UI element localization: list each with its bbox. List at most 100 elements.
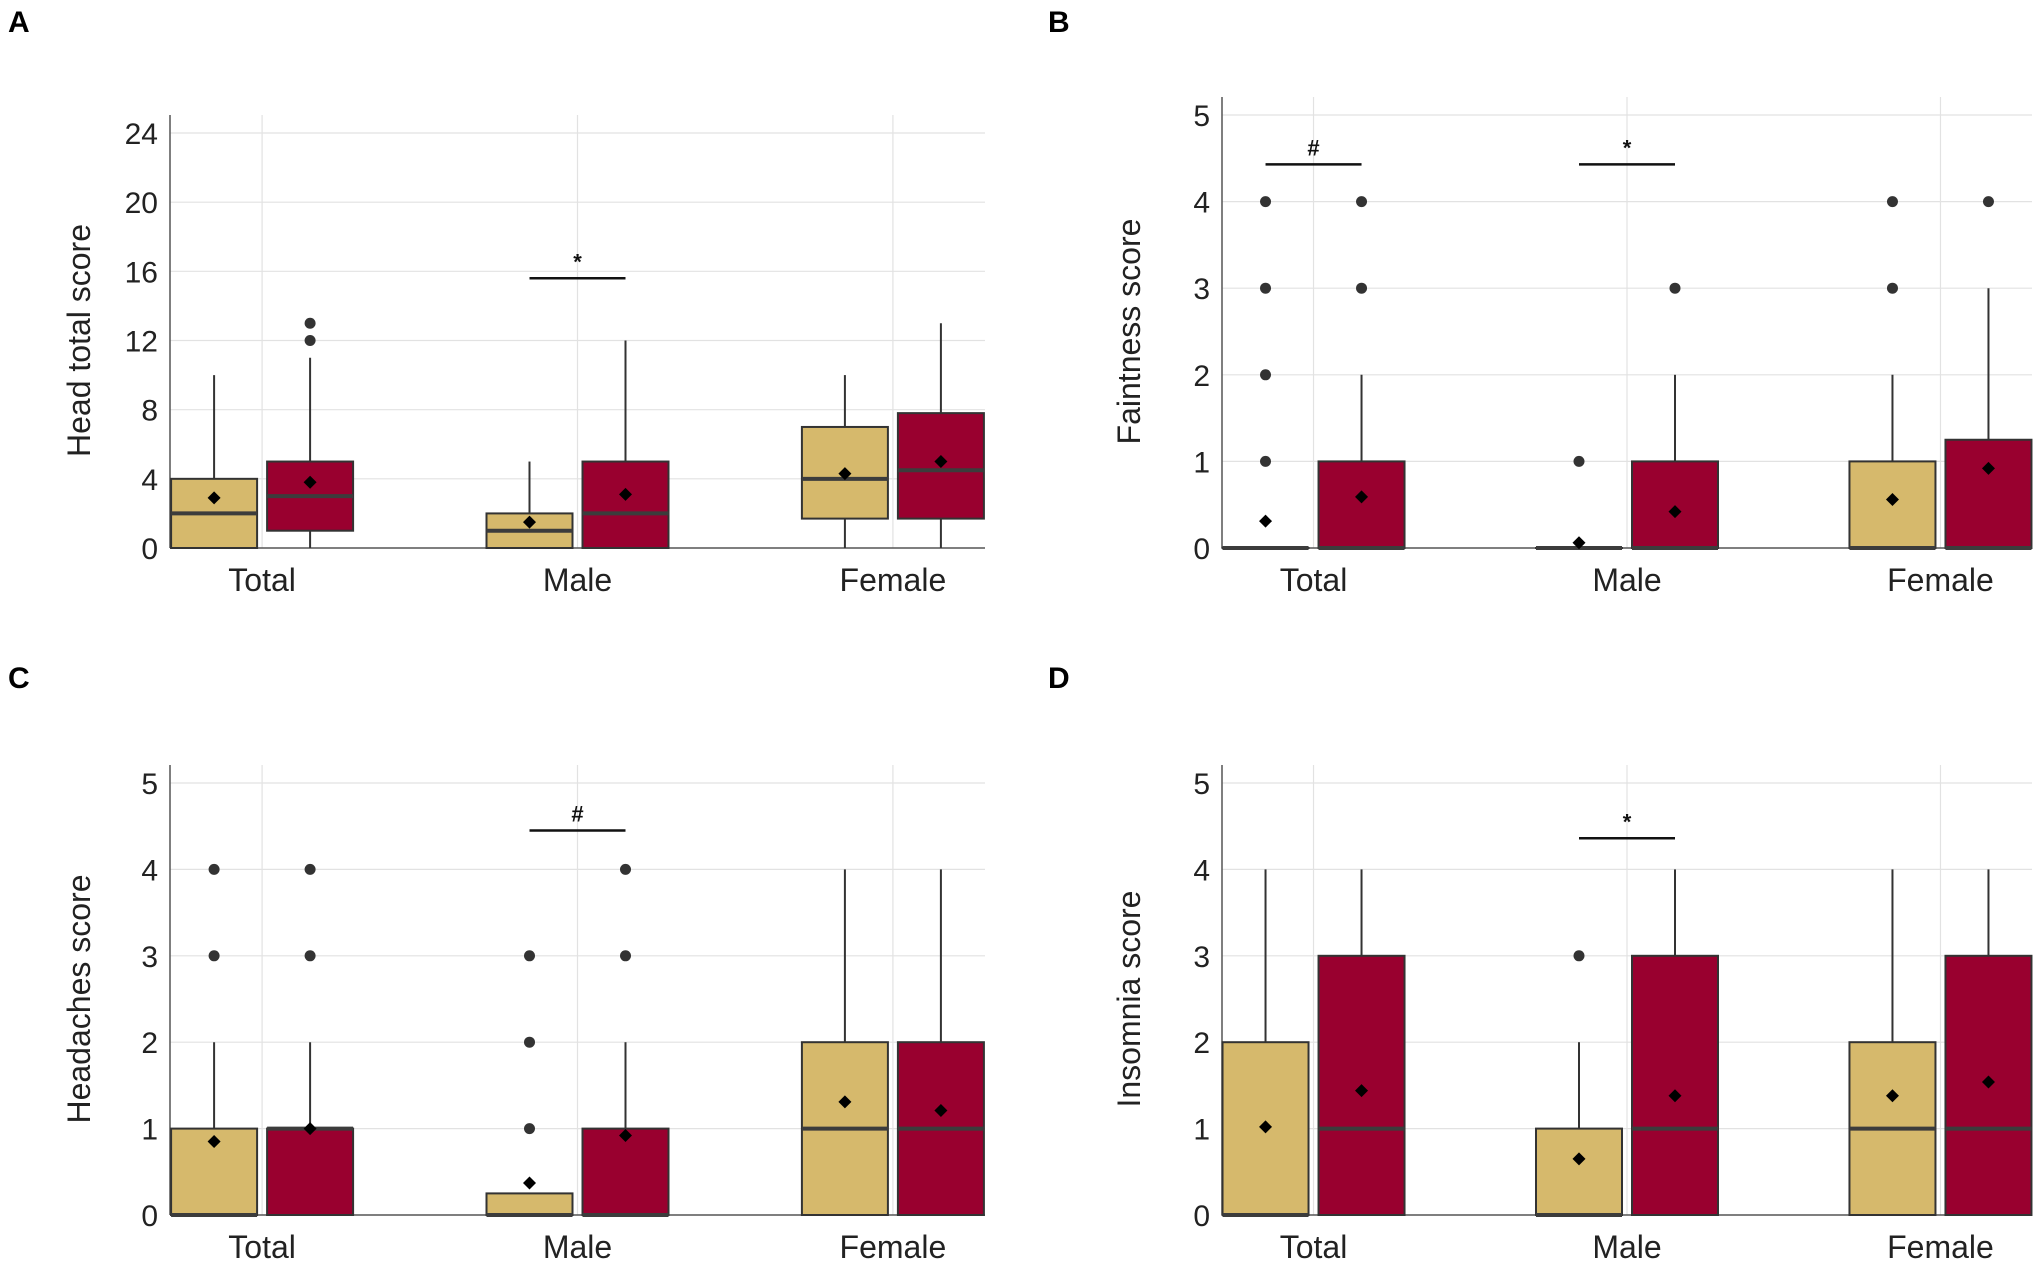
mean-marker <box>1572 1152 1586 1166</box>
box-male-group1 <box>1535 455 1623 550</box>
outlier-point <box>1260 455 1272 467</box>
y-tick-label: 20 <box>125 187 158 220</box>
box-female-group2 <box>1944 869 2033 1216</box>
outlier-point <box>208 863 220 875</box>
outlier-point <box>524 950 535 962</box>
box-body <box>1535 1127 1623 1216</box>
mean-marker <box>207 1135 221 1149</box>
y-tick-label: 0 <box>141 1200 158 1233</box>
y-tick-label: 4 <box>141 854 158 887</box>
outlier-point <box>1260 369 1272 381</box>
y-tick-label: 1 <box>1193 1114 1210 1147</box>
outlier-point <box>1260 196 1272 208</box>
box-male-group2 <box>1631 869 1719 1216</box>
box-total-group1 <box>170 863 259 1217</box>
y-tick-label: 16 <box>125 256 158 289</box>
mean-marker <box>1259 514 1273 528</box>
y-tick-label: 4 <box>1193 854 1210 887</box>
panel-letter-c: C <box>8 662 30 695</box>
significance-marker: # <box>571 802 583 827</box>
mean-marker <box>523 1176 536 1190</box>
box-female-group1 <box>800 375 889 548</box>
mean-marker <box>838 467 852 481</box>
y-tick-label: 0 <box>1193 1200 1210 1233</box>
box-body <box>1221 1041 1310 1216</box>
significance-marker: # <box>1307 135 1319 160</box>
x-tick-label-female: Female <box>840 1229 947 1265</box>
x-tick-label-total: Total <box>228 562 296 598</box>
box-female-group1 <box>800 869 889 1216</box>
outlier-point <box>304 863 316 875</box>
y-axis-title: Faintness score <box>1111 219 1147 445</box>
box-male-group2 <box>581 340 670 549</box>
x-tick-label-female: Female <box>1887 562 1994 598</box>
x-tick-label-male: Male <box>1592 1229 1661 1265</box>
mean-marker <box>934 455 948 469</box>
x-tick-label-total: Total <box>1280 1229 1348 1265</box>
mean-marker <box>838 1095 852 1109</box>
outlier-point <box>1886 282 1898 294</box>
outlier-point <box>1356 282 1368 294</box>
y-tick-label: 0 <box>141 533 158 566</box>
y-axis-title: Head total score <box>61 224 97 457</box>
y-tick-label: 2 <box>1193 1027 1210 1060</box>
mean-marker <box>1981 1075 1995 1089</box>
outlier-point <box>1260 282 1272 294</box>
x-tick-label-total: Total <box>228 1229 296 1265</box>
outlier-point <box>1573 455 1585 467</box>
box-male-group2 <box>581 863 670 1217</box>
box-total-group2 <box>266 317 355 548</box>
mean-marker <box>1981 461 1995 475</box>
y-tick-label: 3 <box>1193 273 1210 306</box>
mean-marker <box>619 487 632 501</box>
box-male-group1 <box>1535 950 1623 1217</box>
y-axis-title: Insomnia score <box>1111 891 1147 1108</box>
mean-marker <box>1668 1089 1682 1103</box>
outlier-point <box>304 335 316 346</box>
box-body <box>1944 438 2033 549</box>
y-tick-label: 5 <box>1193 768 1210 801</box>
mean-marker <box>1355 1084 1369 1098</box>
significance-marker: * <box>573 249 582 274</box>
box-female-group2 <box>896 869 985 1216</box>
box-body <box>581 1127 670 1216</box>
box-body <box>485 1192 574 1217</box>
y-tick-label: 24 <box>125 118 158 151</box>
y-tick-label: 0 <box>1193 533 1210 566</box>
y-tick-label: 2 <box>1193 360 1210 393</box>
box-female-group2 <box>896 323 985 548</box>
significance-marker: * <box>1623 809 1632 834</box>
box-total-group1 <box>1221 869 1310 1217</box>
outlier-point <box>620 950 631 962</box>
y-tick-label: 12 <box>125 326 158 359</box>
panel-b: 0 1 2 3 4 5 Faintness score Total Male Female # * <box>1111 97 2033 598</box>
box-total-group1 <box>1221 196 1310 550</box>
mean-marker <box>619 1129 632 1143</box>
outlier-point <box>524 1123 535 1135</box>
panel-letter-a: A <box>8 6 30 39</box>
y-tick-label: 4 <box>141 464 158 497</box>
y-tick-label: 3 <box>1193 941 1210 974</box>
mean-marker <box>207 491 221 505</box>
x-tick-label-female: Female <box>840 562 947 598</box>
outlier-point <box>524 1036 535 1048</box>
box-body <box>266 1127 355 1216</box>
outlier-point <box>1669 282 1681 294</box>
panel-c: 0 1 2 3 4 5 Headaches score Total Male Female # <box>61 765 985 1265</box>
box-total-group2 <box>1317 196 1406 550</box>
panel-letter-d: D <box>1048 662 1070 695</box>
y-tick-label: 5 <box>141 768 158 801</box>
y-tick-label: 2 <box>141 1027 158 1060</box>
y-axis-title: Headaches score <box>61 874 97 1123</box>
outlier-point <box>1573 950 1585 962</box>
y-tick-label: 1 <box>141 1114 158 1147</box>
y-tick-label: 1 <box>1193 446 1210 479</box>
mean-marker <box>1355 490 1369 504</box>
mean-marker <box>1885 1089 1899 1103</box>
outlier-point <box>1886 196 1898 208</box>
y-tick-label: 3 <box>141 941 158 974</box>
outlier-point <box>304 317 316 329</box>
box-male-group1 <box>485 461 574 550</box>
